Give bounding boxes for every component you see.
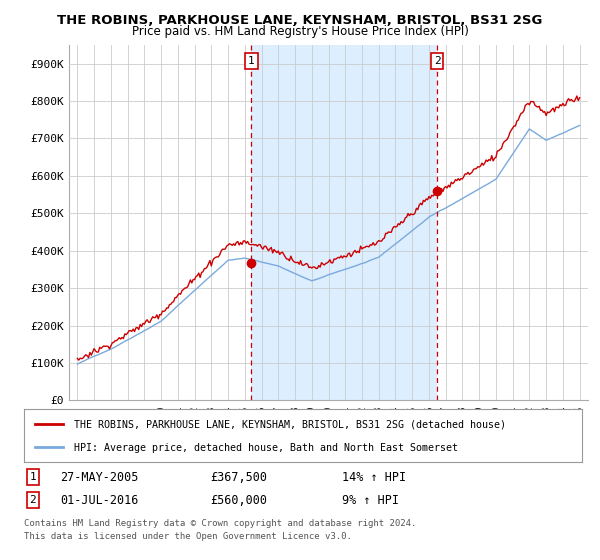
Text: 01-JUL-2016: 01-JUL-2016: [60, 493, 139, 507]
Text: 9% ↑ HPI: 9% ↑ HPI: [342, 493, 399, 507]
Text: 2: 2: [29, 495, 37, 505]
Text: 27-MAY-2005: 27-MAY-2005: [60, 470, 139, 484]
Text: £367,500: £367,500: [210, 470, 267, 484]
Text: HPI: Average price, detached house, Bath and North East Somerset: HPI: Average price, detached house, Bath…: [74, 443, 458, 453]
Text: Price paid vs. HM Land Registry's House Price Index (HPI): Price paid vs. HM Land Registry's House …: [131, 25, 469, 38]
Text: This data is licensed under the Open Government Licence v3.0.: This data is licensed under the Open Gov…: [24, 532, 352, 541]
Text: 1: 1: [248, 56, 255, 66]
Text: 1: 1: [29, 472, 37, 482]
Bar: [251, 45, 437, 400]
Text: Contains HM Land Registry data © Crown copyright and database right 2024.: Contains HM Land Registry data © Crown c…: [24, 519, 416, 528]
Text: 2: 2: [434, 56, 440, 66]
Text: THE ROBINS, PARKHOUSE LANE, KEYNSHAM, BRISTOL, BS31 2SG (detached house): THE ROBINS, PARKHOUSE LANE, KEYNSHAM, BR…: [74, 420, 506, 430]
Text: THE ROBINS, PARKHOUSE LANE, KEYNSHAM, BRISTOL, BS31 2SG: THE ROBINS, PARKHOUSE LANE, KEYNSHAM, BR…: [58, 14, 542, 27]
Text: 14% ↑ HPI: 14% ↑ HPI: [342, 470, 406, 484]
Text: £560,000: £560,000: [210, 493, 267, 507]
